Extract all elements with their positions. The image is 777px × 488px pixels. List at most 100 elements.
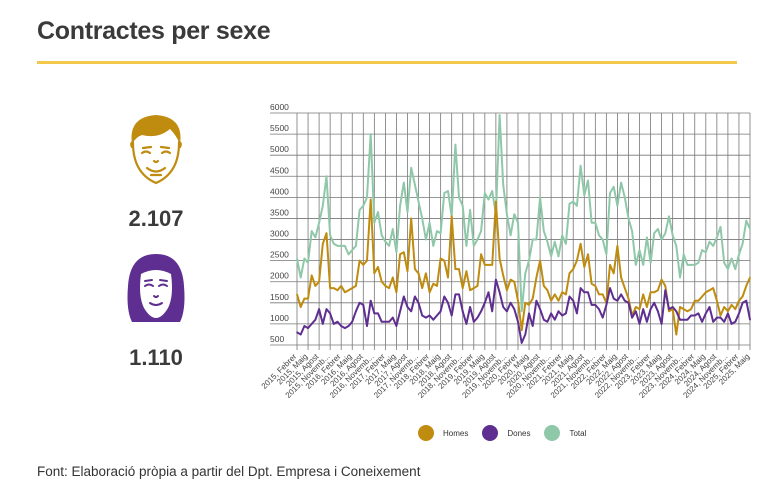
- data-point-dones: [546, 321, 549, 323]
- data-point-total: [601, 238, 604, 241]
- data-point-total: [406, 211, 409, 213]
- data-point-homes: [590, 283, 593, 285]
- data-point-homes: [701, 295, 703, 298]
- data-point-dones: [358, 302, 361, 304]
- data-point-homes: [380, 280, 383, 283]
- data-point-total: [469, 209, 471, 211]
- data-point-homes: [679, 306, 681, 308]
- data-point-homes: [616, 245, 619, 247]
- data-point-dones: [436, 314, 438, 317]
- data-point-total: [646, 236, 648, 239]
- data-point-dones: [318, 308, 320, 310]
- series-line-total: [296, 114, 751, 313]
- data-point-dones: [576, 312, 578, 315]
- data-point-homes: [321, 242, 324, 245]
- data-point-homes: [531, 297, 534, 300]
- y-tick-label: 1500: [270, 292, 289, 302]
- data-point-homes: [738, 299, 740, 302]
- data-point-dones: [594, 304, 597, 306]
- data-point-total: [716, 236, 718, 239]
- data-point-dones: [579, 287, 582, 289]
- data-point-total: [465, 245, 468, 247]
- data-point-total: [321, 205, 324, 207]
- data-point-dones: [539, 308, 541, 310]
- data-point-dones: [623, 299, 626, 302]
- data-point-homes: [730, 304, 733, 306]
- data-point-dones: [366, 325, 368, 327]
- data-point-total: [738, 253, 740, 256]
- data-point-homes: [439, 257, 442, 260]
- data-point-homes: [587, 253, 589, 256]
- data-point-dones: [495, 278, 497, 281]
- legend-item-total[interactable]: Total: [544, 425, 586, 441]
- data-point-dones: [344, 327, 346, 329]
- data-point-dones: [520, 342, 523, 344]
- data-point-dones: [554, 318, 556, 321]
- data-point-total: [487, 198, 490, 201]
- data-point-total: [421, 217, 424, 220]
- data-point-total: [314, 236, 317, 239]
- data-point-homes: [576, 259, 578, 262]
- data-point-dones: [410, 310, 412, 313]
- data-point-dones: [414, 295, 416, 298]
- data-point-total: [616, 205, 619, 207]
- data-point-homes: [741, 295, 744, 298]
- data-point-total: [712, 245, 714, 247]
- data-point-dones: [646, 321, 648, 323]
- data-point-total: [366, 196, 368, 199]
- data-point-homes: [520, 329, 523, 332]
- data-point-dones: [509, 302, 512, 304]
- data-point-dones: [723, 321, 726, 323]
- data-point-dones: [653, 302, 656, 304]
- data-point-total: [546, 240, 549, 243]
- data-point-dones: [417, 302, 420, 304]
- data-point-total: [642, 264, 644, 266]
- data-point-total: [325, 175, 328, 178]
- data-point-dones: [598, 308, 600, 310]
- data-point-homes: [749, 276, 751, 279]
- data-point-homes: [484, 264, 486, 266]
- data-point-total: [303, 257, 306, 260]
- data-point-dones: [550, 312, 552, 315]
- data-point-total: [723, 261, 726, 264]
- data-point-homes: [594, 285, 597, 287]
- data-point-total: [373, 221, 376, 224]
- data-point-total: [310, 230, 313, 232]
- data-point-dones: [476, 316, 479, 319]
- data-point-dones: [664, 289, 667, 291]
- data-point-homes: [461, 287, 464, 289]
- y-tick-label: 5500: [270, 123, 289, 133]
- data-point-homes: [675, 333, 678, 336]
- y-tick-label: 2500: [270, 250, 289, 260]
- data-point-homes: [727, 310, 729, 313]
- data-point-dones: [380, 321, 383, 323]
- data-point-total: [391, 228, 394, 230]
- data-point-homes: [609, 264, 611, 266]
- data-point-total: [410, 167, 412, 169]
- data-point-homes: [693, 299, 696, 302]
- series-line-homes: [296, 198, 751, 336]
- legend-item-dones[interactable]: Dones: [482, 425, 530, 441]
- data-point-homes: [690, 308, 692, 310]
- data-point-total: [612, 186, 615, 188]
- data-point-homes: [395, 291, 398, 294]
- data-point-dones: [447, 302, 449, 304]
- data-point-dones: [605, 304, 608, 306]
- data-point-dones: [741, 302, 744, 304]
- legend-item-homes[interactable]: Homes: [418, 425, 468, 441]
- data-point-total: [631, 230, 633, 232]
- data-point-total: [554, 240, 556, 243]
- data-point-total: [623, 196, 626, 199]
- data-point-total: [701, 249, 703, 251]
- data-point-total: [705, 251, 707, 253]
- data-point-total: [557, 255, 560, 258]
- data-point-homes: [712, 287, 714, 289]
- data-point-dones: [616, 299, 619, 302]
- data-point-dones: [296, 331, 298, 334]
- data-point-dones: [465, 323, 468, 325]
- data-point-homes: [491, 264, 493, 266]
- data-point-dones: [491, 310, 493, 313]
- data-point-dones: [362, 304, 365, 306]
- data-point-dones: [299, 333, 302, 336]
- data-point-homes: [384, 285, 387, 287]
